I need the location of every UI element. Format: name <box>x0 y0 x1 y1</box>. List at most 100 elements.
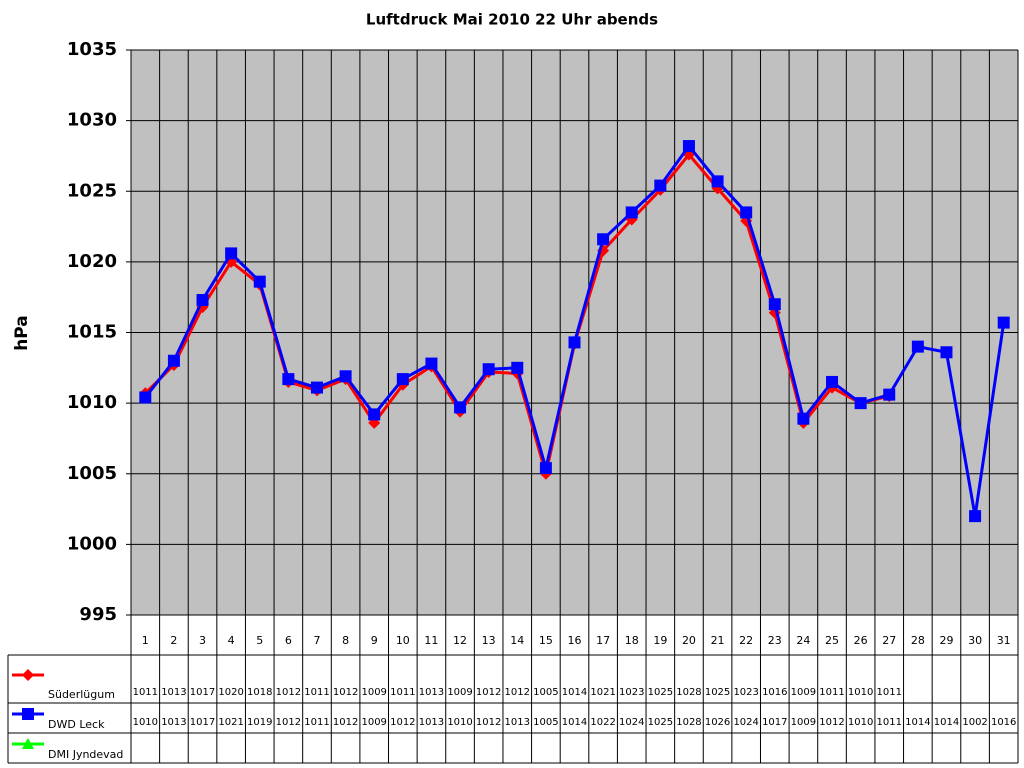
table-value: 1009 <box>791 717 816 728</box>
table-value: 1017 <box>190 717 215 728</box>
x-tick-label: 15 <box>539 634 553 647</box>
y-tick-label: 995 <box>79 604 117 625</box>
table-value: 1017 <box>762 717 787 728</box>
table-value: 1016 <box>762 687 787 698</box>
table-value: 1002 <box>962 717 987 728</box>
x-tick-label: 9 <box>371 634 378 647</box>
x-tick-label: 2 <box>170 634 177 647</box>
table-value: 1028 <box>676 687 701 698</box>
table-value: 1013 <box>161 687 186 698</box>
x-tick-label: 21 <box>711 634 725 647</box>
marker <box>22 738 34 749</box>
marker <box>911 340 924 353</box>
table-value: 1017 <box>190 687 215 698</box>
marker <box>969 510 982 523</box>
legend-label: DMI Jyndevad <box>48 748 123 761</box>
marker <box>682 140 695 153</box>
table-value: 1021 <box>218 717 243 728</box>
x-tick-label: 22 <box>739 634 753 647</box>
table-value: 1009 <box>361 717 386 728</box>
table-value: 1009 <box>361 687 386 698</box>
marker <box>854 397 867 410</box>
marker <box>225 247 238 260</box>
table-value: 1013 <box>161 717 186 728</box>
y-axis-label: hPa <box>12 315 32 351</box>
legend-label: DWD Leck <box>48 718 105 731</box>
x-tick-label: 7 <box>313 634 320 647</box>
marker <box>396 373 409 386</box>
y-tick-label: 1020 <box>67 251 117 272</box>
x-tick-label: 28 <box>911 634 925 647</box>
marker <box>940 346 953 359</box>
table-value: 1010 <box>848 717 873 728</box>
x-tick-label: 18 <box>625 634 639 647</box>
legend-label: Süderlügum <box>48 688 115 701</box>
marker <box>425 357 438 370</box>
marker <box>997 316 1010 329</box>
table-value: 1020 <box>218 687 243 698</box>
x-tick-label: 24 <box>796 634 810 647</box>
table-value: 1011 <box>819 687 844 698</box>
table-value: 1012 <box>476 717 501 728</box>
table-value: 1018 <box>247 687 272 698</box>
table-value: 1012 <box>333 717 358 728</box>
marker <box>826 375 839 388</box>
table-value: 1011 <box>304 687 329 698</box>
x-tick-label: 5 <box>256 634 263 647</box>
table-value: 1025 <box>705 687 730 698</box>
x-tick-label: 17 <box>596 634 610 647</box>
table-value: 1012 <box>276 687 301 698</box>
table-value: 1013 <box>419 687 444 698</box>
table-value: 1011 <box>877 717 902 728</box>
table-value: 1021 <box>590 687 615 698</box>
marker <box>797 412 810 425</box>
marker <box>339 370 352 383</box>
table-value: 1012 <box>333 687 358 698</box>
x-tick-label: 10 <box>396 634 410 647</box>
marker <box>310 381 323 394</box>
table-value: 1028 <box>676 717 701 728</box>
marker <box>711 175 724 188</box>
marker <box>654 179 667 192</box>
x-tick-label: 26 <box>854 634 868 647</box>
table-value: 1012 <box>819 717 844 728</box>
marker <box>768 298 781 311</box>
marker <box>883 388 896 401</box>
marker <box>139 391 152 404</box>
table-value: 1010 <box>848 687 873 698</box>
x-tick-label: 31 <box>997 634 1011 647</box>
y-tick-label: 1030 <box>67 110 117 131</box>
table-value: 1026 <box>705 717 730 728</box>
table-value: 1014 <box>905 717 930 728</box>
table-value: 1009 <box>791 687 816 698</box>
x-tick-label: 4 <box>228 634 235 647</box>
marker <box>368 408 381 421</box>
chart-title: Luftdruck Mai 2010 22 Uhr abends <box>366 11 658 29</box>
table-value: 1025 <box>648 717 673 728</box>
marker <box>253 275 266 288</box>
marker <box>454 401 467 414</box>
table-value: 1012 <box>505 687 530 698</box>
x-tick-label: 12 <box>453 634 467 647</box>
x-tick-label: 1 <box>142 634 149 647</box>
table-value: 1009 <box>447 687 472 698</box>
y-tick-label: 1015 <box>67 322 117 343</box>
table-value: 1023 <box>733 687 758 698</box>
table-value: 1023 <box>619 687 644 698</box>
marker <box>539 462 552 475</box>
table-value: 1010 <box>447 717 472 728</box>
x-tick-label: 14 <box>510 634 524 647</box>
marker <box>625 206 638 219</box>
marker <box>597 233 610 246</box>
y-tick-label: 1010 <box>67 392 117 413</box>
table-value: 1024 <box>619 717 644 728</box>
x-tick-label: 6 <box>285 634 292 647</box>
marker <box>568 336 581 349</box>
table-value: 1013 <box>505 717 530 728</box>
x-tick-label: 11 <box>424 634 438 647</box>
table-value: 1011 <box>390 687 415 698</box>
marker <box>22 708 34 720</box>
table-value: 1014 <box>934 717 959 728</box>
x-tick-label: 19 <box>653 634 667 647</box>
